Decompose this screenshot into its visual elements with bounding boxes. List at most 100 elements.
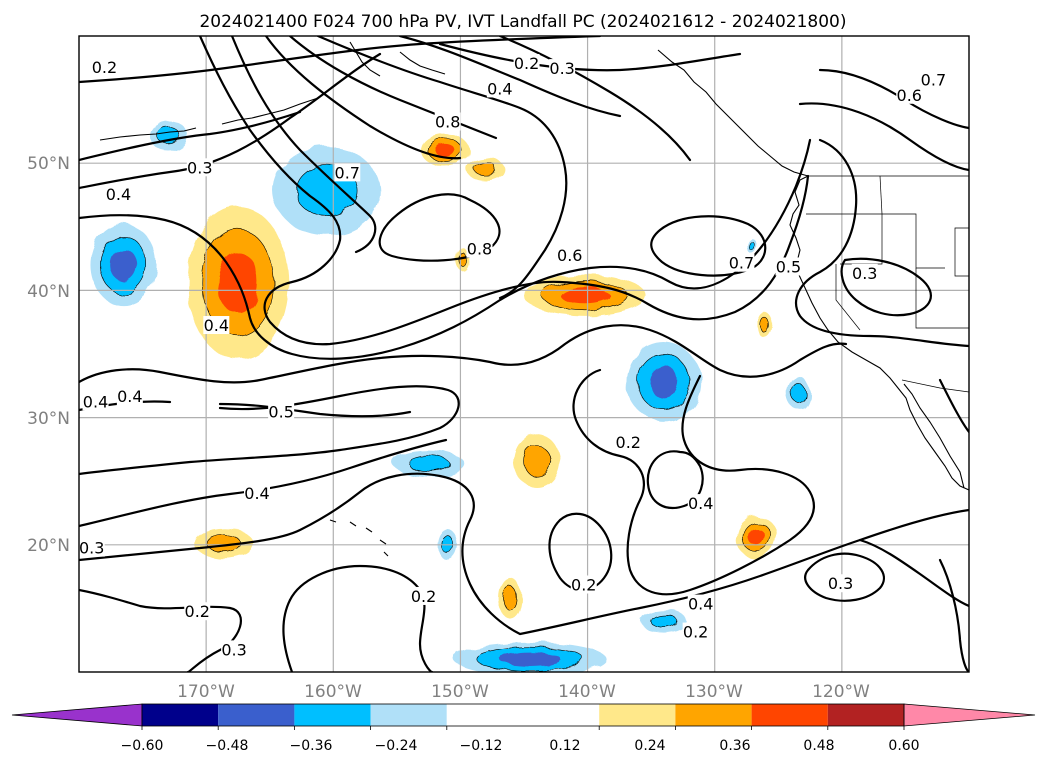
contour-label: 0.2 [514,54,539,73]
contour-label-bg [775,257,802,276]
map-frame [78,35,970,673]
lat-label-20n: 20°N [27,536,70,556]
lon-label-130w: 130°W [685,682,743,702]
contour-label-bg [549,59,576,78]
anomaly-blob [273,146,381,236]
colorbar [11,703,1036,730]
cbar-tick-label: −0.48 [206,738,249,754]
anomaly-blob [746,238,757,254]
contour-label: 0.3 [852,264,877,283]
anomaly-level [435,143,455,158]
anomaly-blob [787,376,811,410]
colorbar-segment [599,704,676,726]
contour-value-labels: 0.20.30.40.2 0.30.40.80.70.8 0.6 0.7 0.5 0.30… [79,53,947,659]
cbar-tick-label: 0.48 [803,738,834,754]
anomaly-level [560,287,610,304]
contour-label: 0.2 [616,433,641,452]
anomaly-level [648,366,679,398]
anomaly-level [791,383,806,404]
colorbar-segment [294,704,371,726]
contour-label-bg [513,53,540,72]
colorbar-segment [142,704,219,726]
contour-label: 0.2 [92,58,117,77]
colorbar-segment [675,704,752,726]
contour-label: 0.4 [204,316,229,335]
contour-label: 0.6 [897,86,922,105]
contour-label-bg [91,57,118,76]
contour-label-bg [827,574,854,593]
anomaly-blob [757,313,774,339]
cbar-tick-label: 0.12 [549,738,580,754]
anomaly-blob [148,119,188,151]
anomaly-level [110,248,137,282]
colorbar-segment [446,704,600,726]
lon-label-170w: 170°W [177,682,235,702]
contour-label-bg [434,112,461,131]
lon-label-120w: 120°W [812,682,870,702]
contour-label: 0.4 [688,494,713,513]
contour-label-bg [570,575,597,594]
contour-label-bg [486,79,513,98]
colorbar-outline [141,703,905,727]
contour-label-bg [682,622,709,641]
anomaly-blob [456,248,470,272]
anomaly-blob [454,642,607,672]
anomaly-level [760,318,771,334]
contour-label: 0.4 [688,595,713,614]
pv-contours [79,36,969,672]
anomaly-level [748,528,765,546]
anomaly-blob [90,224,157,306]
contour-label: 0.4 [487,79,512,98]
anomaly-blob [194,528,254,559]
figure-title: 2024021400 F024 700 hPa PV, IVT Landfall… [199,12,846,32]
contour-label-bg [896,85,923,104]
contour-label: 0.3 [79,539,104,558]
contour-label-bg [105,185,132,203]
cbar-tick-label: 0.60 [888,738,919,754]
anomaly-blob [640,609,687,633]
contour-label: 0.7 [729,254,754,273]
contour-label: 0.4 [106,185,131,204]
contour-label-bg [920,70,947,89]
anomaly-blob [421,133,470,168]
contour-label-bg [556,246,583,265]
cbar-tick-label: −0.36 [290,738,333,754]
colorbar-extend-low [11,703,143,727]
anomaly-level [650,614,678,628]
colorbar-segment [751,704,828,726]
colorbar-segment [370,704,447,726]
lat-label-50n: 50°N [27,154,70,174]
contour-label-bg [244,483,270,502]
contour-label: 0.8 [435,112,460,131]
anomaly-level [503,586,517,611]
contour-label-bg [615,433,642,452]
contour-label: 0.2 [683,623,708,642]
contour-label-bg [184,602,211,621]
anomaly-level [474,162,498,177]
contour-label-bg [116,387,143,406]
contour-label-bg [466,239,493,258]
anomaly-level [499,652,562,666]
contour-label: 0.4 [83,392,108,411]
anomaly-blob [498,577,522,619]
contour-label-bg [851,263,878,282]
contour-label: 0.2 [185,602,210,621]
contour-label: 0.3 [221,640,246,659]
lon-label-160w: 160°W [304,682,362,702]
coastlines [99,41,969,557]
colorbar-tick-labels: −0.60 −0.48 −0.36 −0.24 −0.12 0.12 0.24 … [121,738,920,754]
lat-label-40n: 40°N [27,282,70,302]
cbar-tick-label: 0.36 [719,738,750,754]
contour-label-bg [82,392,109,411]
cbar-tick-label: 0.24 [634,738,665,754]
contour-label-bg [79,538,105,557]
contour-label-bg [268,402,295,421]
contour-label: 0.8 [467,240,492,259]
anomaly-blob [466,158,505,182]
anomaly-level [523,445,551,477]
contour-label: 0.5 [776,258,801,277]
anomaly-blob [626,342,701,422]
lat-label-30n: 30°N [27,409,70,429]
contour-label-bg [410,586,437,605]
colorbar-segment [218,704,295,726]
